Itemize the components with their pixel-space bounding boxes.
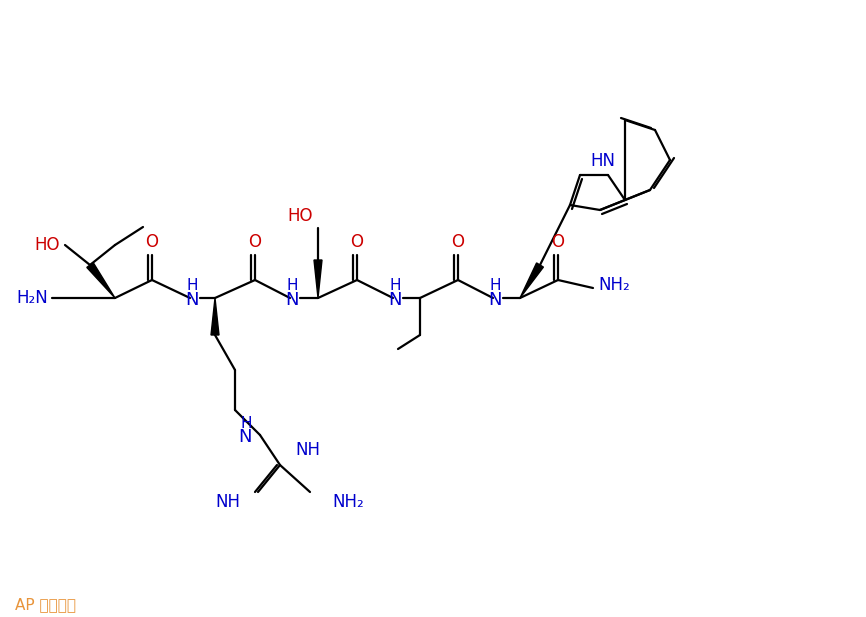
- Text: H: H: [186, 278, 197, 294]
- Text: NH₂: NH₂: [598, 276, 630, 294]
- Text: H: H: [287, 278, 298, 294]
- Text: AP 专肽生物: AP 专肽生物: [15, 597, 76, 613]
- Text: NH₂: NH₂: [332, 493, 364, 511]
- Text: H: H: [489, 278, 501, 294]
- Text: N: N: [285, 291, 299, 309]
- Text: H: H: [389, 278, 401, 294]
- Text: NH: NH: [215, 493, 240, 511]
- Text: N: N: [238, 428, 252, 446]
- Text: O: O: [351, 233, 364, 251]
- Text: N: N: [388, 291, 402, 309]
- Text: HO: HO: [35, 236, 60, 254]
- Text: O: O: [249, 233, 262, 251]
- Text: N: N: [488, 291, 501, 309]
- Polygon shape: [314, 260, 322, 298]
- Text: O: O: [552, 233, 565, 251]
- Text: NH: NH: [295, 441, 320, 459]
- Polygon shape: [520, 263, 544, 298]
- Text: H₂N: H₂N: [16, 289, 48, 307]
- Text: O: O: [451, 233, 464, 251]
- Text: HN: HN: [591, 152, 616, 170]
- Text: HO: HO: [288, 207, 313, 225]
- Text: N: N: [185, 291, 199, 309]
- Polygon shape: [87, 263, 115, 298]
- Text: H: H: [241, 415, 252, 431]
- Text: O: O: [145, 233, 158, 251]
- Polygon shape: [211, 298, 219, 335]
